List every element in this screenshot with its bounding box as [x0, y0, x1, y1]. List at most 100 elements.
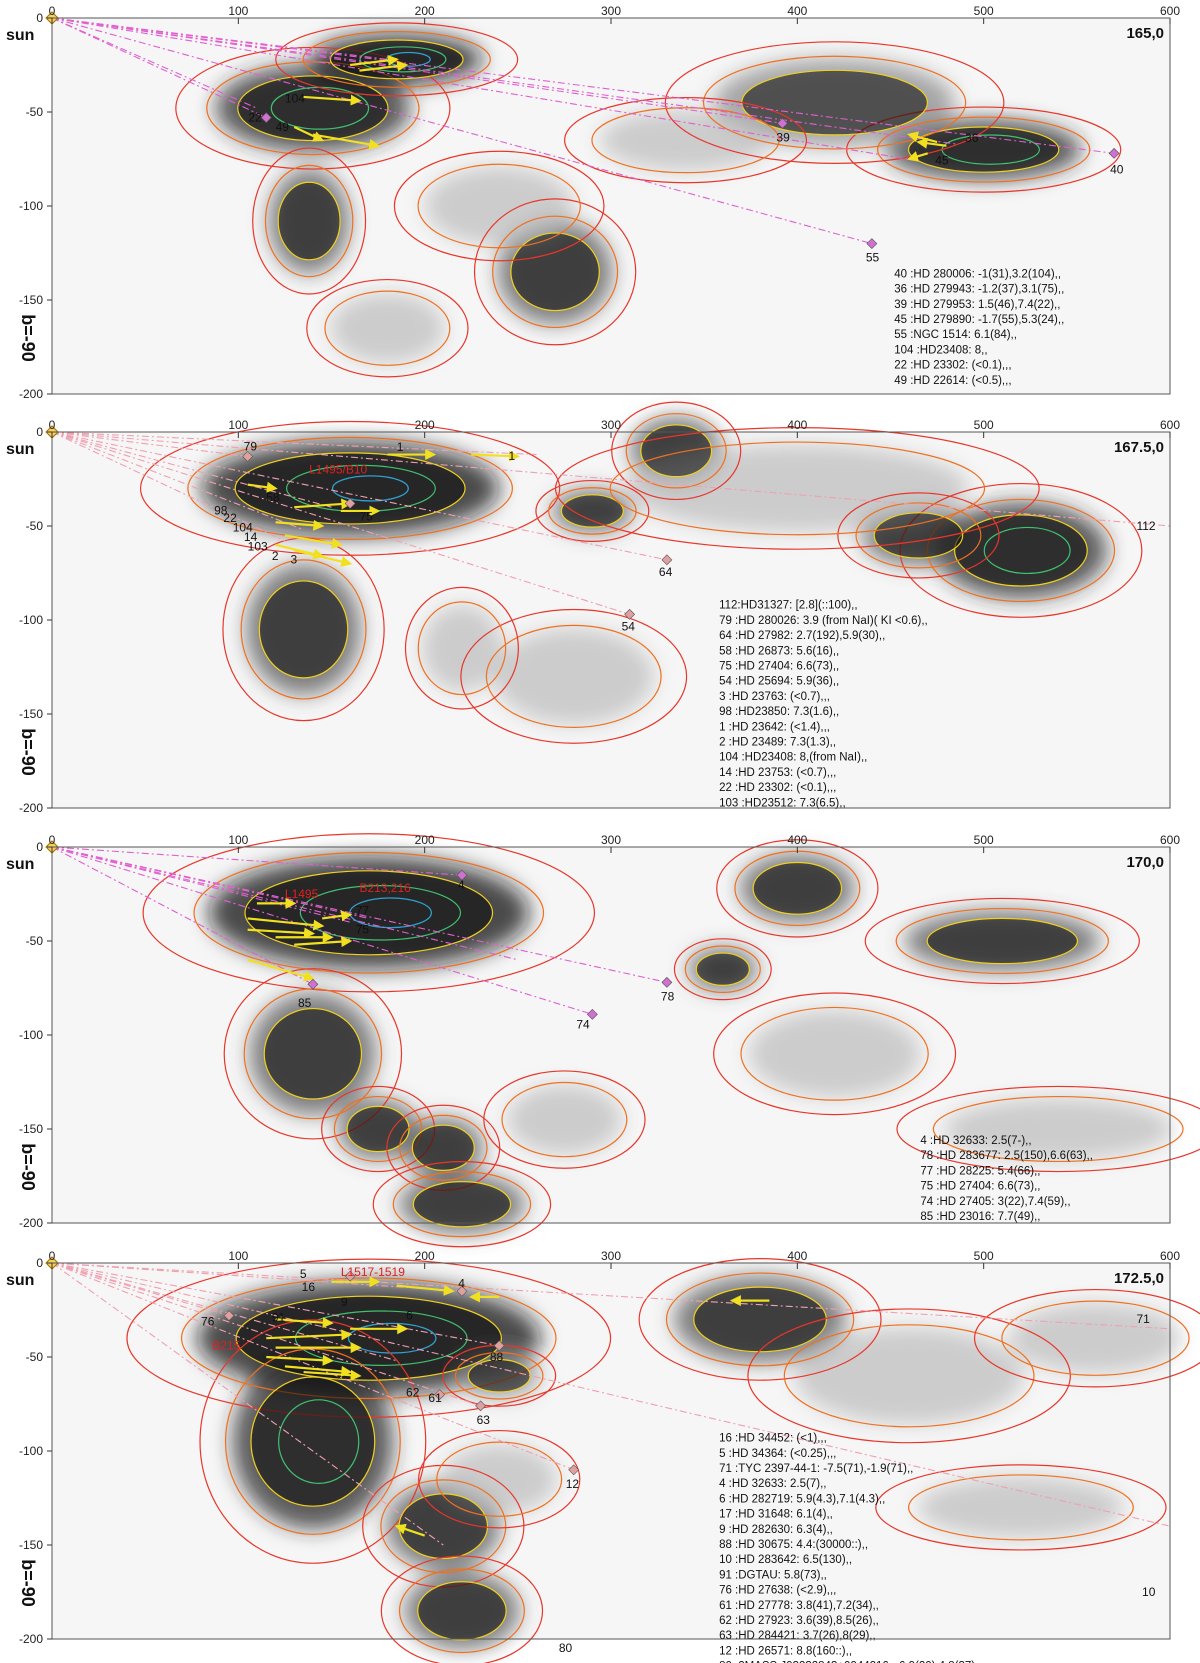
contour-mid	[240, 559, 367, 700]
sightline	[51, 17, 258, 109]
star-label: 55	[866, 251, 880, 265]
contour-mid	[702, 55, 967, 150]
legend-entry: 85 :HD 23016: 7.7(49),,	[920, 1211, 1040, 1223]
contour-core	[299, 885, 462, 941]
cloud-name-label: L1517-1519	[341, 1265, 405, 1279]
contour-mid	[783, 1324, 1035, 1428]
sightline	[51, 17, 956, 145]
contour-inner	[926, 917, 1079, 965]
legend-entry: 112:HD31327: [2.8](::100),,	[719, 600, 858, 612]
legend-entry: 4 :HD 32633: 2.5(7),,	[719, 1478, 826, 1490]
origin-label: sun	[6, 856, 34, 873]
star-label: 78	[661, 989, 675, 1003]
velocity-arrow	[322, 910, 353, 922]
star-id-label: 103	[248, 539, 268, 553]
contour-outer	[837, 492, 1000, 579]
star-layer: 76 63 12	[201, 1270, 579, 1491]
sightline	[51, 1262, 481, 1407]
contour-mid	[548, 487, 637, 535]
y-tick-label: 0	[36, 425, 43, 439]
velocity-arrow	[247, 917, 325, 931]
sightline	[51, 431, 1171, 527]
y-axis-label: b=-90	[18, 728, 38, 776]
density-blob	[421, 604, 502, 692]
contour-mid	[380, 1479, 507, 1574]
contour-mid	[180, 1277, 557, 1400]
star-marker	[661, 554, 673, 566]
legend-entry: 61 :HD 27778: 3.8(41),7.2(34),,	[719, 1600, 879, 1612]
star-id-label: 5	[300, 1267, 307, 1281]
inner-star-label: 6	[406, 1308, 413, 1322]
velocity-arrow	[266, 1329, 353, 1341]
velocity-arrow	[294, 498, 353, 510]
x-tick-label: 400	[787, 833, 807, 847]
contour-outer	[713, 992, 957, 1116]
legend-entry: 76 :HD 27638: (<2.9),,,	[719, 1585, 836, 1597]
inner-star-label: 2	[272, 549, 279, 563]
velocity-arrow	[359, 60, 409, 72]
contour-core	[294, 1310, 468, 1366]
contour-outer	[664, 41, 1005, 164]
x-tick-label: 300	[601, 1249, 621, 1263]
legend-entry: 14 :HD 23753: (<0.7),,,	[719, 767, 836, 779]
contour-mid	[302, 30, 491, 88]
velocity-arrow	[247, 927, 316, 939]
x-tick-label: 500	[974, 418, 994, 432]
velocity-arrow	[266, 1354, 334, 1366]
inner-star-label: 1	[397, 440, 404, 454]
velocity-arrow	[293, 549, 353, 567]
contour-outer	[380, 1555, 544, 1663]
x-tick-label: 400	[787, 4, 807, 18]
legend-entry: 77 :HD 28225: 5.4(66),,	[920, 1165, 1040, 1177]
sightline-layer	[51, 1262, 1171, 1546]
sightline	[51, 846, 518, 961]
x-tick-label: 200	[415, 4, 435, 18]
x-tick-label: 600	[1160, 1249, 1180, 1263]
sightline	[51, 17, 919, 162]
legend-entry: 55 :NGC 1514: 6.1(84),,	[894, 329, 1017, 341]
y-tick-label: -200	[19, 1216, 43, 1230]
legend-entry: 2 :HD 23489: 7.3(1.3),,	[719, 737, 836, 749]
star-layer: 4 78 74	[307, 869, 675, 1031]
legend-entry: 71 :TYC 2397-44-1: -7.5(71),-1.9(71),,	[719, 1463, 913, 1475]
contour-mid	[740, 1006, 929, 1101]
contour-inner	[695, 952, 750, 986]
contour-outer	[199, 1319, 427, 1564]
contour-outer	[896, 1085, 1200, 1173]
x-tick-label: 100	[228, 4, 248, 18]
velocity-arrow	[275, 1317, 334, 1329]
star-layer: 79 64 54	[242, 439, 673, 633]
contour-mid	[193, 851, 545, 974]
legend-entry: 98 :HD23850: 7.3(1.6),,	[719, 706, 839, 718]
legend-entry: 75 :HD 27404: 6.6(73),,	[719, 661, 839, 673]
legend-box: 4 :HD 32633: 2.5(7-),, 78 :HD 283677: 2.5…	[920, 1135, 1093, 1223]
inner-star-label: 1	[509, 449, 516, 463]
contour-mid	[454, 1352, 544, 1400]
y-tick-label: -150	[19, 707, 43, 721]
star-marker	[586, 1008, 598, 1020]
x-tick-label: 100	[228, 833, 248, 847]
density-blob	[507, 1084, 622, 1155]
star-marker	[242, 451, 254, 462]
star-label: 64	[659, 565, 673, 579]
y-axis-label: b=-90	[18, 314, 38, 362]
x-tick-label: 300	[601, 418, 621, 432]
legend-entry: 49 :HD 22614: (<0.5),,,	[894, 375, 1011, 387]
y-tick-label: 0	[36, 1256, 43, 1270]
star-id-label: 104	[233, 521, 253, 535]
inner-star-label: 104	[285, 92, 305, 106]
legend-entry: 40 :HD 280006: -1(31),3.2(104),,	[894, 268, 1061, 280]
contour-mid	[224, 1348, 401, 1535]
legend-entry: 10 :HD 283642: 6.5(130),,	[719, 1554, 852, 1566]
star-marker	[307, 978, 319, 990]
star-id-label: 71	[1136, 1312, 1150, 1326]
velocity-arrow	[247, 481, 278, 493]
contour-core	[278, 1399, 360, 1484]
sightline	[51, 1262, 1171, 1330]
star-id-label: 10	[1142, 1585, 1156, 1599]
contour-mid	[908, 1474, 1134, 1541]
sightline	[51, 431, 248, 457]
contour-outer	[473, 198, 637, 346]
contour-inner	[467, 1359, 531, 1393]
contour-outer	[673, 938, 772, 1001]
